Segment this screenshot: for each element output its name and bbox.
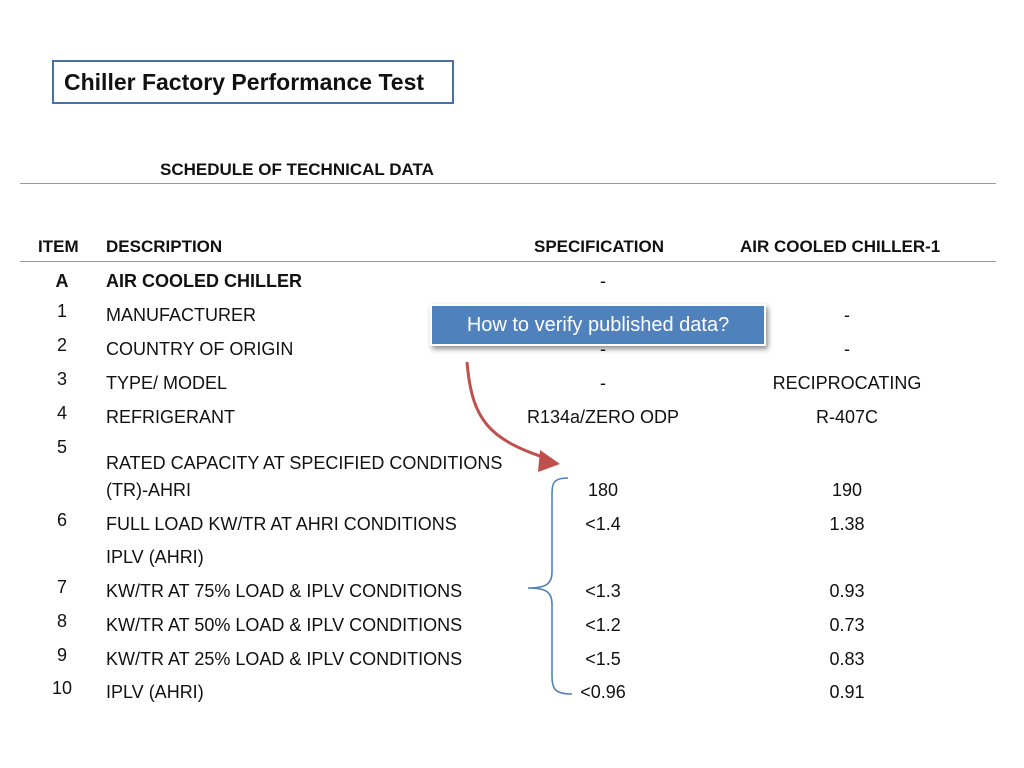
table-row-air-cooled: 0.91 [829,682,865,702]
table-row-description: FULL LOAD KW/TR AT AHRI CONDITIONS [106,514,457,534]
table-row-description: KW/TR AT 75% LOAD & IPLV CONDITIONS [106,581,463,601]
table-row-item: 3 [56,369,67,389]
table-row-specification: - [600,339,606,359]
table-row-description-line2: (TR)-AHRI [106,480,191,500]
column-header-description: DESCRIPTION [106,237,223,256]
table-row-air-cooled: - [844,339,850,359]
table-row-air-cooled: RECIPROCATING [772,373,922,393]
table-row-item: 8 [56,611,67,631]
table-row-item: 1 [56,301,67,321]
table-row-specification: <1.5 [585,649,621,669]
table-row-description: TYPE/ MODEL [106,373,228,393]
header-divider [20,261,996,262]
curved-arrow-icon [465,361,553,462]
schedule-heading: SCHEDULE OF TECHNICAL DATA [160,160,434,179]
table-row-description: AIR COOLED CHILLER [106,271,302,291]
table-row-specification: <1.2 [585,615,621,635]
table-row-air-cooled: 190 [831,480,863,500]
table-row-specification: R134a/ZERO ODP [526,407,680,427]
page-title: Chiller Factory Performance Test [52,60,454,104]
table-row-description: REFRIGERANT [106,407,236,427]
brace-icon [527,477,573,695]
table-row-specification: <1.4 [585,514,621,534]
table-row-specification: - [600,373,606,393]
table-row-item: 4 [56,403,67,423]
table-row-item: 5 [56,437,67,457]
column-header-specification: SPECIFICATION [534,237,665,256]
table-row-item: A [55,271,69,291]
table-row-air-cooled: 1.38 [829,514,865,534]
table-row-description: KW/TR AT 50% LOAD & IPLV CONDITIONS [106,615,463,635]
table-row-air-cooled: R-407C [815,407,879,427]
table-row-description: RATED CAPACITY AT SPECIFIED CONDITIONS [106,453,503,473]
arrow-head-icon [538,450,560,472]
table-row-item: 10 [51,678,73,698]
table-row-specification: <1.3 [585,581,621,601]
top-divider [20,183,996,184]
table-row-specification: <0.96 [580,682,626,702]
column-header-item: ITEM [38,237,79,256]
column-header-air-cooled-chiller: AIR COOLED CHILLER-1 [740,237,941,256]
table-row-item: 6 [56,510,67,530]
table-row-description: IPLV (AHRI) [106,682,204,702]
table-row-item: 7 [56,577,67,597]
table-row-air-cooled: - [844,305,850,325]
table-row-item: 2 [56,335,67,355]
table-row-description: IPLV (AHRI) [106,547,204,567]
table-row-specification: - [600,271,606,291]
table-row-specification: 180 [587,480,619,500]
table-row-air-cooled: 0.93 [829,581,865,601]
table-row-item: 9 [56,645,67,665]
table-row-air-cooled: 0.83 [829,649,865,669]
table-row-description: KW/TR AT 25% LOAD & IPLV CONDITIONS [106,649,463,669]
callout-verify-data: How to verify published data? [430,304,766,346]
table-row-air-cooled: 0.73 [829,615,865,635]
table-row-description: MANUFACTURER [106,305,257,325]
table-row-description: COUNTRY OF ORIGIN [106,339,294,359]
